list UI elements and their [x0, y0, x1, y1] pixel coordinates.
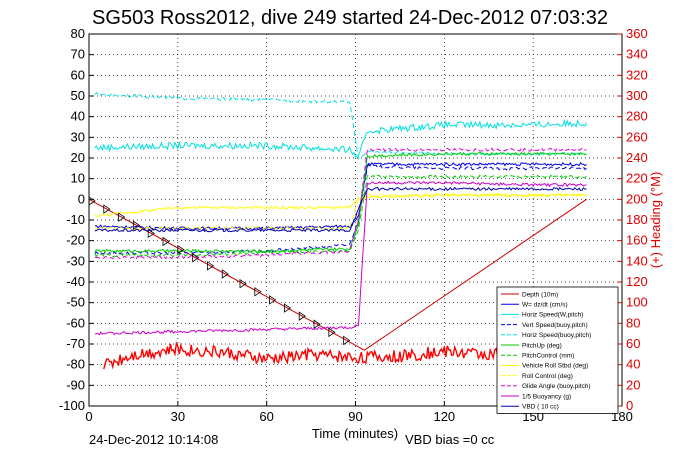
x-tick-label: 60 — [259, 409, 273, 424]
x-tick-label: 0 — [85, 409, 92, 424]
depth-marker — [343, 335, 351, 346]
depth-marker — [239, 278, 247, 289]
y-tick-label: 50 — [71, 88, 85, 103]
x-axis-label: Time (minutes) — [312, 426, 398, 441]
depth-marker — [207, 261, 215, 271]
y-right-tick-label: 340 — [626, 47, 648, 62]
series-line-12 — [94, 186, 587, 233]
x-tick-label: 90 — [348, 409, 362, 424]
y-tick-label: -50 — [66, 295, 85, 310]
x-tick-label: 120 — [433, 409, 455, 424]
series-line-7 — [94, 174, 587, 258]
y-tick-label: -90 — [66, 377, 85, 392]
y-right-tick-label: 300 — [626, 88, 648, 103]
depth-marker — [162, 236, 170, 247]
series-line-3 — [94, 118, 587, 159]
y-tick-label: 20 — [71, 150, 85, 165]
legend-entry: 1/5 Buoyancy (g) — [522, 393, 571, 400]
depth-marker — [103, 204, 111, 214]
legend-entry: Horiz Speed(buoy,pitch) — [522, 332, 591, 339]
y-right-tick-label: 260 — [626, 129, 648, 144]
depth-marker — [298, 311, 306, 321]
legend-entry: W= dz/dt (cm/s) — [522, 302, 568, 309]
depth-marker — [254, 287, 262, 297]
legend-entry: Vert Speed(buoy,pitch) — [522, 322, 588, 329]
series-line-1 — [88, 198, 587, 351]
x-tick-label: 30 — [171, 409, 185, 424]
depth-markers — [88, 196, 351, 346]
chart-title: SG503 Ross2012, dive 249 started 24-Dec-… — [92, 7, 608, 29]
y-right-tick-label: 320 — [626, 67, 648, 82]
legend-entry: Vehicle Roll Stbd (deg) — [522, 363, 588, 370]
y-tick-label: 40 — [71, 109, 85, 124]
y-right-tick-label: 360 — [626, 26, 648, 41]
legend-entry: VBD ( 10 cc) — [522, 404, 559, 411]
y-right-tick-label: 180 — [626, 212, 648, 227]
series-line-4 — [94, 164, 587, 256]
vbd-bias-label: VBD bias =0 cc — [405, 432, 495, 447]
y-right-tick-label: 100 — [626, 295, 648, 310]
y-tick-label: 60 — [71, 67, 85, 82]
axis-ticks: 0 30 60 90 120 150 180-100-90-80-70-60-50-40-3… — [59, 26, 648, 424]
y-tick-label: 70 — [71, 47, 85, 62]
y-tick-label: -70 — [66, 336, 85, 351]
y-tick-label: -20 — [66, 233, 85, 248]
series-line-8 — [94, 192, 587, 218]
y-right-tick-label: 60 — [626, 336, 640, 351]
depth-marker — [132, 220, 141, 231]
y-tick-label: -40 — [66, 274, 85, 289]
depth-marker — [328, 327, 336, 338]
y-tick-label: -80 — [66, 357, 85, 372]
y-right-tick-label: 40 — [626, 357, 640, 372]
series-line-10 — [94, 147, 587, 260]
series-line-9 — [94, 192, 587, 231]
depth-marker — [118, 212, 126, 222]
depth-marker — [283, 303, 292, 313]
depth-marker — [147, 228, 155, 239]
y-tick-label: 0 — [78, 191, 85, 206]
y-right-tick-label: 0 — [626, 398, 633, 413]
y-right-tick-label: 160 — [626, 233, 648, 248]
series-line-6 — [94, 151, 587, 254]
y-tick-label: 30 — [71, 129, 85, 144]
y-tick-label: 80 — [71, 26, 85, 41]
legend-entry: Roll Control (deg) — [522, 373, 573, 380]
legend-entry: PitchUp (deg) — [522, 342, 562, 349]
legend: Depth (10m) W= dz/dt (cm/s) Horiz Speed(W,… — [496, 286, 619, 414]
y-tick-label: -10 — [66, 212, 85, 227]
y-tick-label: -100 — [59, 398, 85, 413]
depth-marker — [269, 295, 277, 305]
y-axis-right-label: (+) Heading (°M) — [648, 172, 663, 269]
y-tick-label: -30 — [66, 253, 85, 268]
y-right-tick-label: 220 — [626, 171, 648, 186]
y-right-tick-label: 80 — [626, 315, 640, 330]
series-line-11 — [94, 180, 587, 336]
y-right-tick-label: 120 — [626, 274, 648, 289]
depth-marker — [192, 252, 200, 263]
depth-marker — [313, 319, 321, 329]
legend-entry: Glide Angle (buoy,pitch) — [522, 383, 591, 390]
series-line-2 — [94, 161, 587, 231]
depth-marker — [221, 269, 229, 279]
legend-entry: PitchControl (mm) — [522, 353, 574, 360]
depth-marker — [177, 244, 185, 255]
y-right-tick-label: 200 — [626, 191, 648, 206]
legend-box — [496, 286, 619, 414]
legend-entry: Depth (10m) — [522, 291, 558, 298]
y-tick-label: 10 — [71, 171, 85, 186]
y-tick-label: -60 — [66, 315, 85, 330]
legend-entry: Horiz Speed(W,pitch) — [522, 312, 583, 319]
y-right-tick-label: 20 — [626, 377, 640, 392]
footer-date: 24-Dec-2012 10:14:08 — [89, 432, 218, 447]
y-right-tick-label: 280 — [626, 109, 648, 124]
y-right-tick-label: 140 — [626, 253, 648, 268]
y-right-tick-label: 240 — [626, 150, 648, 165]
